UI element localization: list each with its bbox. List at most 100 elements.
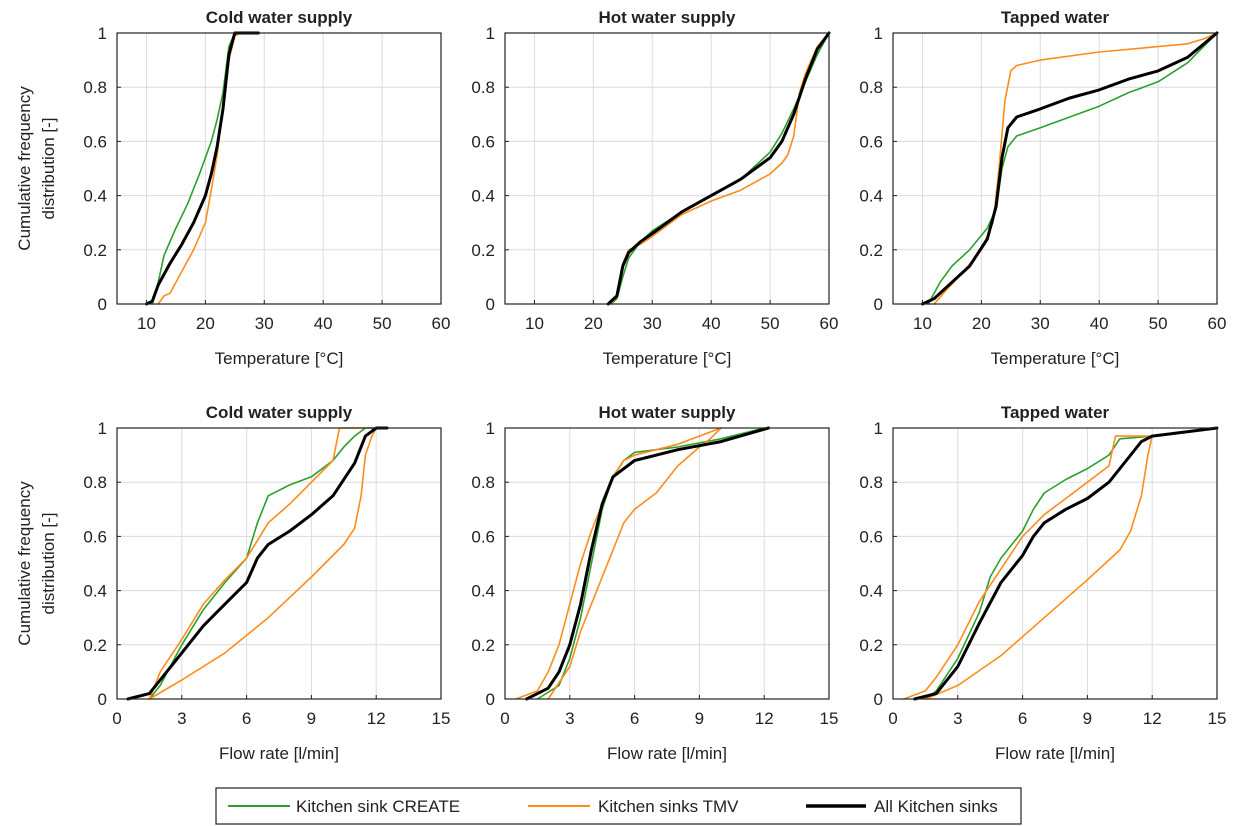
x-tick-label: 6 [630,709,639,728]
y-tick-label: 0.4 [471,582,495,601]
x-tick-label: 10 [137,314,156,333]
y-tick-label: 0.4 [83,582,107,601]
y-tick-label: 0.8 [859,78,883,97]
plot-frame [504,32,830,305]
x-tick-label: 15 [1208,709,1227,728]
y-tick-label: 0.4 [83,187,107,206]
y-tick-label: 0.4 [471,187,495,206]
series-line-all [913,426,1219,701]
subplot-title: Cold water supply [206,403,353,422]
series-line-tmv [924,427,1218,700]
plot-frame [504,427,830,700]
y-tick-label: 0 [486,295,495,314]
subplot-title: Hot water supply [599,8,737,27]
y-tick-label: 0 [874,690,883,709]
subplot-6: 0 3 6 9 12 15 0 0.2 0.4 0.6 0.8 1 Tapped water Flow r… [859,403,1226,763]
x-tick-label: 60 [1208,314,1227,333]
y-tick-label: 0.2 [83,636,107,655]
y-tick-label: 0.6 [471,132,495,151]
plot-frame [892,32,1218,305]
x-tick-label: 20 [584,314,603,333]
subplot-4: 0 3 6 9 12 15 0 0.2 0.4 0.6 0.8 1 Cold water supply F… [15,403,450,763]
series-line-create [927,32,1218,305]
subplot-5: 0 3 6 9 12 15 0 0.2 0.4 0.6 0.8 1 Hot water supply Fl… [471,403,838,763]
plot-frame [116,32,442,305]
x-tick-label: 6 [1018,709,1027,728]
y-tick-label: 0.2 [859,636,883,655]
x-axis-label: Flow rate [l/min] [995,744,1115,763]
y-tick-label: 0.4 [859,582,883,601]
x-axis-label: Flow rate [l/min] [607,744,727,763]
x-tick-label: 50 [373,314,392,333]
x-tick-label: 20 [972,314,991,333]
y-axis-label: Cumulative frequency distribution [-] [15,481,58,646]
x-tick-label: 12 [1143,709,1162,728]
y-tick-label: 1 [874,419,883,438]
x-tick-label: 3 [177,709,186,728]
y-tick-label: 1 [486,419,495,438]
y-tick-label: 0.4 [859,187,883,206]
x-tick-label: 0 [112,709,121,728]
series-line-create [610,32,830,305]
series-line-all [126,426,389,701]
y-tick-label: 0.8 [471,473,495,492]
series-line-all [145,31,260,306]
series-line-tmv [903,427,1218,700]
x-axis-label: Temperature [°C] [991,349,1120,368]
x-tick-label: 3 [953,709,962,728]
x-tick-label: 20 [196,314,215,333]
y-axis-label: Cumulative frequency distribution [-] [15,86,58,251]
x-tick-label: 3 [565,709,574,728]
subplot-title: Hot water supply [599,403,737,422]
x-tick-label: 12 [755,709,774,728]
y-tick-label: 0.6 [83,527,107,546]
subplot-3: 10 20 30 40 50 60 0 0.2 0.4 0.6 0.8 1 Tapped water Te… [859,8,1226,368]
x-tick-label: 10 [525,314,544,333]
subplot-2: 10 20 30 40 50 60 0 0.2 0.4 0.6 0.8 1 Hot water supp… [471,8,838,368]
legend: Kitchen sink CREATE Kitchen sinks TMV Al… [215,787,1022,825]
y-tick-label: 1 [486,24,495,43]
x-axis-label: Temperature [°C] [603,349,732,368]
y-tick-label: 0 [98,295,107,314]
legend-label-create: Kitchen sink CREATE [296,797,460,816]
y-tick-label: 0.8 [83,473,107,492]
plot-frame [116,427,442,700]
y-tick-label: 1 [874,24,883,43]
y-tick-label: 0 [98,690,107,709]
x-tick-label: 60 [432,314,451,333]
series-line-all [525,426,770,701]
y-tick-label: 0.2 [471,636,495,655]
y-tick-label: 0.8 [859,473,883,492]
plot-frame [892,427,1218,700]
series-line-all [606,31,831,306]
x-tick-label: 9 [307,709,316,728]
x-tick-label: 0 [888,709,897,728]
series-line-tmv [933,32,1218,305]
series-line-create [536,427,765,700]
x-tick-label: 50 [1149,314,1168,333]
y-tick-label: 0.6 [859,527,883,546]
subplot-title: Cold water supply [206,8,353,27]
series-line-tmv [515,427,722,700]
x-tick-label: 9 [695,709,704,728]
x-tick-label: 15 [820,709,839,728]
y-tick-label: 0 [874,295,883,314]
legend-label-all: All Kitchen sinks [874,797,998,816]
x-tick-label: 6 [242,709,251,728]
y-tick-label: 0.2 [859,241,883,260]
x-tick-label: 0 [500,709,509,728]
subplot-title: Tapped water [1001,8,1110,27]
y-tick-label: 0.6 [859,132,883,151]
series-line-all [921,31,1219,306]
y-tick-label: 0.6 [83,132,107,151]
x-tick-label: 30 [643,314,662,333]
y-tick-label: 0.8 [471,78,495,97]
x-axis-label: Temperature [°C] [215,349,344,368]
subplot-1: 10 20 30 40 50 60 0 0.2 0.4 0.6 0.8 1 Cold water sup… [15,8,450,368]
x-tick-label: 40 [702,314,721,333]
x-tick-label: 60 [820,314,839,333]
x-tick-label: 30 [255,314,274,333]
x-axis-label: Flow rate [l/min] [219,744,339,763]
x-tick-label: 40 [314,314,333,333]
